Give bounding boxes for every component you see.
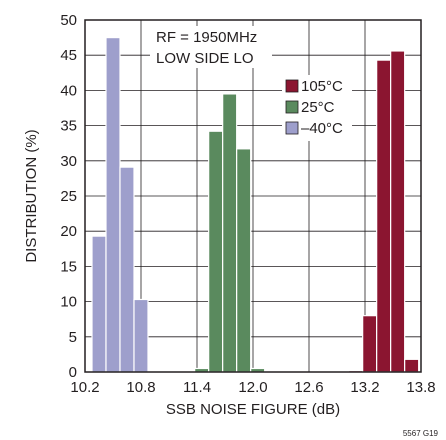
x-tick-label: 13.2 [350,379,379,396]
annotation-line-1: RF = 1950MHz [156,29,257,46]
legend-item-25c: 25°C [285,99,335,116]
x-tick-labels: 10.2 10.8 11.4 12.0 12.6 13.2 13.8 [70,379,435,396]
legend-swatch-105c [285,79,299,93]
y-tick-label: 20 [60,223,77,240]
y-tick-label: 0 [69,364,77,381]
y-tick-label: 5 [69,329,77,346]
x-tick-label: 12.0 [238,379,267,396]
y-tick-label: 25 [60,188,77,205]
y-axis-title: DISTRIBUTION (%) [23,129,40,262]
x-tick-label: 12.6 [294,379,323,396]
y-tick-label: 10 [60,294,77,311]
y-tick-label: 50 [60,12,77,29]
bar [133,298,149,373]
figure-id: 5567 G19 [403,429,439,438]
legend-swatch-25c [285,100,299,114]
bar [222,93,238,373]
bar [91,235,107,373]
bar [208,130,224,373]
bar [236,148,252,373]
bar [119,166,135,373]
x-axis-title: SSB NOISE FIGURE (dB) [166,401,340,418]
bar [105,36,121,373]
x-tick-label: 10.8 [126,379,155,396]
plot-frame [84,19,422,373]
bars [91,36,420,373]
legend-swatch-minus40c [285,121,299,135]
annotation-line-2: LOW SIDE LO [156,50,254,67]
x-tick-label: 10.2 [70,379,99,396]
legend-label-25c: 25°C [301,99,335,116]
y-tick-label: 45 [60,47,77,64]
bar [376,59,392,373]
legend: 105°C 25°C –40°C [282,75,352,141]
legend-label-minus40c: –40°C [301,120,343,137]
x-tick-label: 13.8 [406,379,435,396]
y-tick-label: 35 [60,118,77,135]
legend-label-105c: 105°C [301,78,343,95]
bar [404,358,420,373]
legend-item-minus40c: –40°C [285,120,343,137]
annotation-box: RF = 1950MHz LOW SIDE LO [150,26,272,68]
legend-item-105c: 105°C [285,78,343,95]
x-tick-label: 11.4 [183,379,211,396]
bar [390,50,406,373]
y-tick-label: 15 [60,258,77,275]
y-tick-label: 40 [60,82,77,99]
y-tick-labels: 0 5 10 15 20 25 30 35 40 45 50 [60,12,77,381]
y-tick-label: 30 [60,153,77,170]
annotation-background [150,26,272,68]
bar [362,315,378,373]
